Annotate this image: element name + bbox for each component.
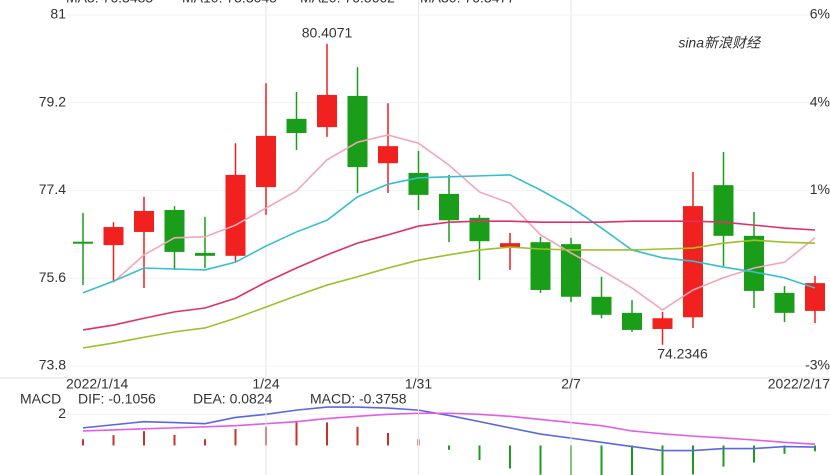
candle-body xyxy=(225,174,246,256)
line-series xyxy=(82,412,816,445)
candle-body xyxy=(164,210,185,252)
y2-tick-label: 6% xyxy=(810,6,830,22)
x-tick-label: 1/24 xyxy=(252,376,279,392)
candle-body xyxy=(103,227,124,246)
macd-legend: DIF: -0.1056 xyxy=(78,391,156,407)
line-series xyxy=(82,174,816,294)
x-tick-label: 2022/2/17 xyxy=(768,376,830,392)
y2-tick-label: 1% xyxy=(810,181,830,197)
high-annotation: 80.4071 xyxy=(302,25,353,41)
x-tick-label: 2022/1/14 xyxy=(66,376,128,392)
y-tick-label: 2 xyxy=(58,405,66,421)
x-tick-label: 1/31 xyxy=(405,376,432,392)
macd-legend: MACD: -0.3758 xyxy=(310,391,407,407)
candle-body xyxy=(439,193,459,221)
y-tick-label: 77.4 xyxy=(39,181,66,197)
legend-entry: MA10: 75.3045 xyxy=(182,0,277,6)
legend-entry: MA5: 76.3485 xyxy=(66,0,153,6)
y-tick-label: 81 xyxy=(50,6,66,22)
y-tick-label: 73.8 xyxy=(39,357,66,373)
y-tick-label: 79.2 xyxy=(39,93,66,109)
y-tick-label: 75.6 xyxy=(39,269,66,285)
candle-body xyxy=(195,252,215,256)
candle-body xyxy=(744,235,764,291)
macd-title: MACD xyxy=(20,391,61,407)
candle-body xyxy=(469,217,490,242)
candle-body xyxy=(530,242,551,290)
line-series xyxy=(82,220,816,331)
candle-body xyxy=(652,318,673,329)
x-tick-label: 2/7 xyxy=(561,376,581,392)
candle-body xyxy=(317,94,337,128)
line-series xyxy=(112,134,816,311)
candle-body xyxy=(805,283,825,311)
candle-body xyxy=(73,241,93,244)
candle-body xyxy=(622,312,642,330)
macd-panel xyxy=(66,406,830,475)
watermark: sina新浪财经 xyxy=(678,35,762,51)
y2-tick-label: 4% xyxy=(810,93,830,109)
line-series xyxy=(82,406,816,452)
candle-body xyxy=(256,135,276,188)
legend-entry: MA20: 76.5662 xyxy=(300,0,395,6)
line-series xyxy=(82,239,816,349)
candle-body xyxy=(378,146,398,164)
low-annotation: 74.2346 xyxy=(657,346,708,362)
candle-body xyxy=(347,95,368,168)
candle-body xyxy=(134,210,154,232)
candle-body xyxy=(286,118,307,133)
macd-legend: DEA: 0.0824 xyxy=(193,391,273,407)
legend-entry: MA30: 76.3477 xyxy=(420,0,515,6)
candle-body xyxy=(408,172,429,195)
candle-body xyxy=(774,292,795,313)
candle-body xyxy=(561,244,581,297)
candle-body xyxy=(591,296,612,315)
candle-body xyxy=(713,185,734,236)
candle-body xyxy=(500,243,520,248)
y2-tick-label: -3% xyxy=(805,357,830,373)
